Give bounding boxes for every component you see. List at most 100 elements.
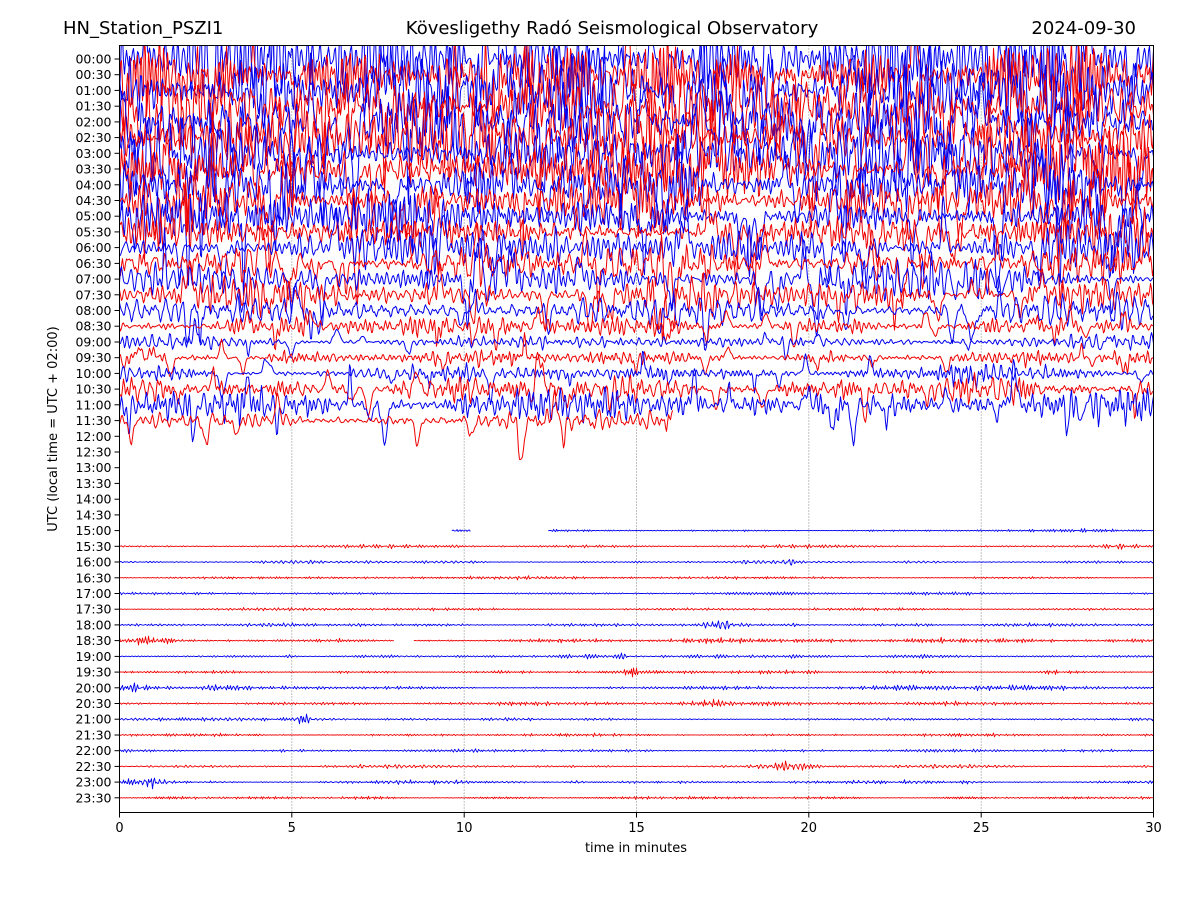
y-tick-label-13:00: 13:00 [75,460,111,475]
x-tick-label-20: 20 [801,821,818,836]
trace-15:00-seg2 [548,528,1154,533]
y-tick-label-22:30: 22:30 [75,759,111,774]
y-tick-label-05:30: 05:30 [75,224,111,239]
x-tick-label-30: 30 [1145,821,1162,836]
x-tick-label-25: 25 [973,821,990,836]
trace-21:00 [119,713,1154,725]
y-tick-label-10:00: 10:00 [75,366,111,381]
trace-20:30 [119,698,1154,708]
trace-15:00-seg1 [451,529,471,532]
y-tick-label-07:00: 07:00 [75,272,111,287]
trace-07:30 [119,260,1154,342]
y-tick-label-10:30: 10:30 [75,382,111,397]
trace-18:30-seg2 [413,636,1154,645]
y-tick-label-14:30: 14:30 [75,507,111,522]
x-tick-label-0: 0 [115,821,123,836]
trace-11:00 [119,359,1154,447]
trace-19:00 [119,652,1154,660]
x-tick-label-10: 10 [456,821,473,836]
y-tick-label-08:00: 08:00 [75,303,111,318]
x-tick-label-15: 15 [628,821,645,836]
x-tick-label-5: 5 [288,821,296,836]
trace-04:30 [119,111,1154,273]
y-tick-label-21:30: 21:30 [75,728,111,743]
y-tick-label-12:30: 12:30 [75,445,111,460]
y-tick-label-06:30: 06:30 [75,256,111,271]
trace-20:00 [119,682,1154,693]
y-tick-label-01:00: 01:00 [75,83,111,98]
trace-05:00 [119,162,1154,296]
trace-03:00 [119,91,1154,287]
y-tick-label-07:30: 07:30 [75,287,111,302]
date-title: 2024-09-30 [1031,18,1136,39]
y-tick-label-06:00: 06:00 [75,240,111,255]
y-tick-label-03:30: 03:30 [75,162,111,177]
trace-06:30 [119,213,1154,312]
y-tick-label-18:30: 18:30 [75,633,111,648]
y-tick-label-22:00: 22:00 [75,743,111,758]
x-axis-label: time in minutes [585,841,687,856]
trace-22:30 [119,760,1154,771]
y-tick-label-14:00: 14:00 [75,492,111,507]
y-tick-label-02:30: 02:30 [75,130,111,145]
y-tick-label-21:00: 21:00 [75,712,111,727]
trace-03:30 [119,88,1154,243]
seismic-traces [119,45,1154,800]
trace-23:30 [119,795,1154,800]
y-tick-label-08:30: 08:30 [75,319,111,334]
y-tick-label-04:00: 04:00 [75,177,111,192]
y-tick-label-19:30: 19:30 [75,665,111,680]
y-tick-label-00:00: 00:00 [75,52,111,67]
trace-10:00 [119,350,1154,405]
y-tick-label-19:00: 19:00 [75,649,111,664]
observatory-title: Kövesligethy Radó Seismological Observat… [406,18,819,39]
trace-08:00 [119,282,1154,351]
y-tick-label-11:30: 11:30 [75,413,111,428]
trace-15:30 [119,543,1154,550]
trace-11:30 [119,389,673,460]
gridlines [291,45,982,813]
y-tick-label-23:00: 23:00 [75,775,111,790]
trace-17:00 [119,591,1154,596]
trace-22:00 [119,748,1154,753]
trace-18:00 [119,620,1154,630]
y-tick-label-09:00: 09:00 [75,335,111,350]
y-tick-label-16:30: 16:30 [75,570,111,585]
y-tick-label-17:30: 17:30 [75,602,111,617]
trace-19:30 [119,667,1154,678]
y-axis-ticks: 00:0000:3001:0001:3002:0002:3003:0003:30… [75,52,120,805]
y-tick-label-01:30: 01:30 [75,99,111,114]
trace-00:30 [119,45,1154,173]
y-tick-label-20:00: 20:00 [75,680,111,695]
trace-23:00 [119,777,1154,790]
y-tick-label-17:00: 17:00 [75,586,111,601]
trace-08:30 [119,305,1154,351]
trace-17:30 [119,607,1154,612]
y-tick-label-18:00: 18:00 [75,617,111,632]
trace-21:30 [119,732,1154,738]
y-tick-label-15:30: 15:30 [75,539,111,554]
y-tick-label-04:30: 04:30 [75,193,111,208]
trace-18:30-seg1 [119,635,394,646]
y-tick-label-11:00: 11:00 [75,397,111,412]
y-tick-label-12:00: 12:00 [75,429,111,444]
trace-05:30 [119,182,1154,306]
y-axis-label: UTC (local time = UTC + 02:00) [46,326,61,531]
trace-16:30 [119,575,1154,581]
y-tick-label-16:00: 16:00 [75,555,111,570]
y-tick-label-05:00: 05:00 [75,209,111,224]
trace-01:30 [119,45,1154,199]
x-axis-ticks: 0 5 10 15 20 25 30 [115,812,1162,836]
y-tick-label-02:00: 02:00 [75,114,111,129]
y-tick-label-00:30: 00:30 [75,67,111,82]
y-tick-label-03:00: 03:00 [75,146,111,161]
y-tick-label-20:30: 20:30 [75,696,111,711]
station-title: HN_Station_PSZI1 [63,18,223,39]
y-tick-label-15:00: 15:00 [75,523,111,538]
y-tick-label-23:30: 23:30 [75,790,111,805]
y-tick-label-13:30: 13:30 [75,476,111,491]
trace-16:00 [119,559,1154,566]
y-tick-label-09:30: 09:30 [75,350,111,365]
